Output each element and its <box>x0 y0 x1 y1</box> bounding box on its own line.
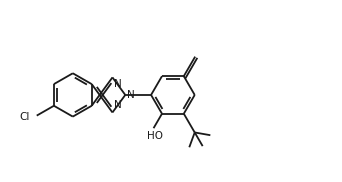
Text: N: N <box>127 90 135 100</box>
Text: N: N <box>115 100 122 110</box>
Text: Cl: Cl <box>19 112 30 122</box>
Text: HO: HO <box>146 131 162 141</box>
Text: N: N <box>115 79 122 89</box>
